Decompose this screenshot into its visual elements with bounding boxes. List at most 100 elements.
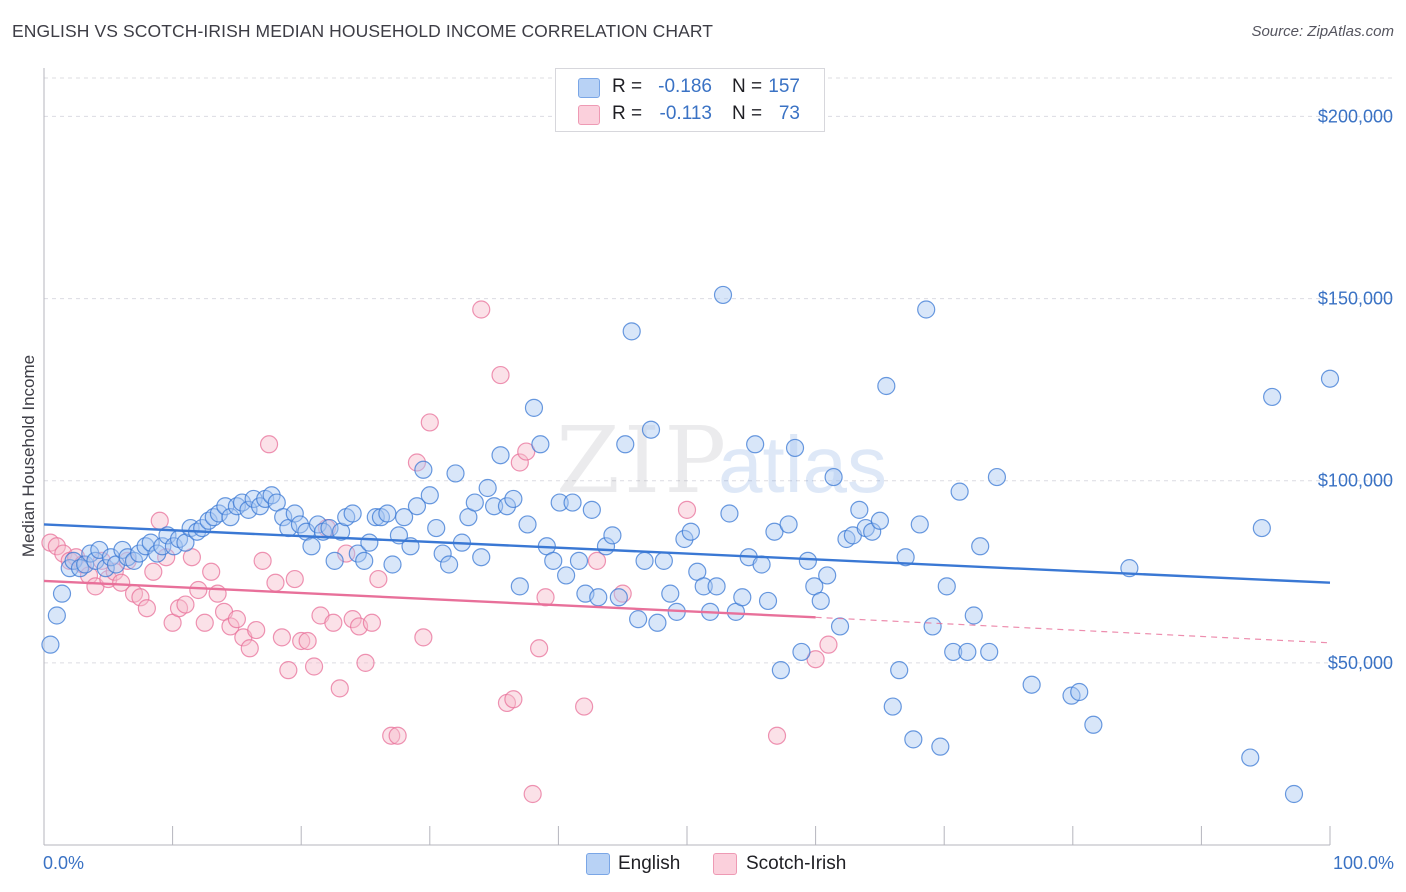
english-point-155 xyxy=(1070,682,1089,702)
scotch-irish-point-64 xyxy=(530,639,549,658)
scotch-irish-point-67 xyxy=(587,551,607,570)
english-point-78 xyxy=(497,497,517,516)
english-point-102 xyxy=(654,551,673,570)
english-point-118 xyxy=(758,591,778,611)
english-point-159 xyxy=(1252,518,1271,538)
english-point-4 xyxy=(64,551,83,570)
english-point-98 xyxy=(629,610,648,629)
english-point-148 xyxy=(958,642,977,662)
english-point-119 xyxy=(765,522,784,541)
scotch-irish-point-41 xyxy=(304,657,324,676)
english-point-161 xyxy=(1284,784,1304,804)
english-point-43 xyxy=(285,504,304,523)
grid-lines xyxy=(44,77,1394,664)
english-point-75 xyxy=(478,478,497,498)
legend-n-value: 73 xyxy=(778,103,800,124)
legend-swatch-english xyxy=(578,78,600,98)
english-point-116 xyxy=(746,435,765,454)
scotch-irish-point-40 xyxy=(298,631,317,651)
scotch-irish-point-62 xyxy=(517,442,536,461)
english-point-92 xyxy=(589,588,608,607)
english-point-56 xyxy=(360,533,379,552)
english-point-76 xyxy=(485,497,504,516)
scotch-irish-point-15 xyxy=(137,599,156,618)
english-point-82 xyxy=(524,398,544,417)
english-point-136 xyxy=(877,376,896,396)
english-point-6 xyxy=(76,555,95,574)
source-label: Source: ZipAtlas.com xyxy=(1251,23,1394,40)
scotch-irish-points xyxy=(41,300,838,804)
watermark-atlas: atlas xyxy=(718,420,887,509)
scotch-irish-point-37 xyxy=(279,661,298,680)
watermark: ZIP atlas xyxy=(556,407,887,514)
english-point-0 xyxy=(41,635,60,654)
scotch-irish-point-32 xyxy=(247,620,266,640)
english-point-94 xyxy=(603,526,622,545)
english-point-121 xyxy=(779,515,798,534)
legend-r-label: R = xyxy=(612,103,643,124)
scotch-irish-point-56 xyxy=(420,413,439,432)
english-point-110 xyxy=(707,577,726,596)
english-point-60 xyxy=(383,555,402,574)
english-point-55 xyxy=(355,551,374,570)
scotch-irish-point-58 xyxy=(491,365,510,385)
english-point-152 xyxy=(987,467,1007,487)
english-point-140 xyxy=(904,730,923,749)
scotch-irish-point-60 xyxy=(504,690,523,709)
english-point-66 xyxy=(420,486,439,505)
english-point-162 xyxy=(1320,369,1340,388)
scotch-irish-point-25 xyxy=(202,562,221,581)
english-point-99 xyxy=(635,551,654,570)
legend-swatch-scotch-irish xyxy=(578,105,600,125)
english-point-117 xyxy=(752,555,771,574)
english-point-32 xyxy=(221,508,240,527)
legend-row-scotch-irish: R = -0.113 N = 73 xyxy=(556,101,824,129)
english-point-67 xyxy=(427,518,446,538)
legend-n-label: N = xyxy=(732,76,763,97)
english-point-88 xyxy=(563,493,582,512)
scotch-irish-point-57 xyxy=(472,300,491,319)
y-tick-label-1: $100,000 xyxy=(1318,471,1393,491)
english-point-144 xyxy=(931,737,950,756)
english-point-91 xyxy=(582,500,601,519)
english-point-70 xyxy=(446,464,465,483)
english-point-160 xyxy=(1263,387,1282,407)
english-point-46 xyxy=(302,537,321,556)
english-point-127 xyxy=(818,566,837,585)
english-point-83 xyxy=(531,435,550,454)
english-point-54 xyxy=(348,544,367,563)
english-point-123 xyxy=(792,642,811,662)
english-trend-line xyxy=(43,523,1331,584)
english-point-120 xyxy=(771,661,790,680)
english-point-138 xyxy=(890,661,909,680)
scotch-irish-point-31 xyxy=(240,639,259,658)
scotch-irish-point-63 xyxy=(523,784,542,804)
legend-n-value: 157 xyxy=(768,76,800,97)
english-point-41 xyxy=(274,508,293,527)
english-point-105 xyxy=(675,529,694,549)
series-label-english: English xyxy=(618,853,681,874)
scotch-irish-point-66 xyxy=(575,697,594,716)
scotch-irish-point-38 xyxy=(285,569,304,589)
watermark-zip: ZIP xyxy=(556,407,730,514)
english-point-65 xyxy=(414,460,433,479)
scotch-irish-point-54 xyxy=(407,453,427,472)
english-point-146 xyxy=(944,642,963,662)
english-point-74 xyxy=(472,548,491,567)
scotch-irish-point-1 xyxy=(47,537,66,556)
english-point-114 xyxy=(733,588,752,607)
english-point-89 xyxy=(569,551,589,570)
english-point-111 xyxy=(713,285,733,305)
legend-r-label: R = xyxy=(612,76,643,97)
english-point-129 xyxy=(830,617,850,636)
legend-r-value: -0.186 xyxy=(658,76,712,97)
y-tick-label-2: $150,000 xyxy=(1318,289,1393,309)
english-point-153 xyxy=(1022,675,1041,694)
english-point-143 xyxy=(923,617,942,636)
english-point-95 xyxy=(609,588,628,607)
scotch-irish-point-52 xyxy=(382,726,401,745)
english-point-100 xyxy=(641,420,661,439)
y-axis-label: Median Household Income xyxy=(19,355,38,557)
english-point-62 xyxy=(394,508,414,527)
